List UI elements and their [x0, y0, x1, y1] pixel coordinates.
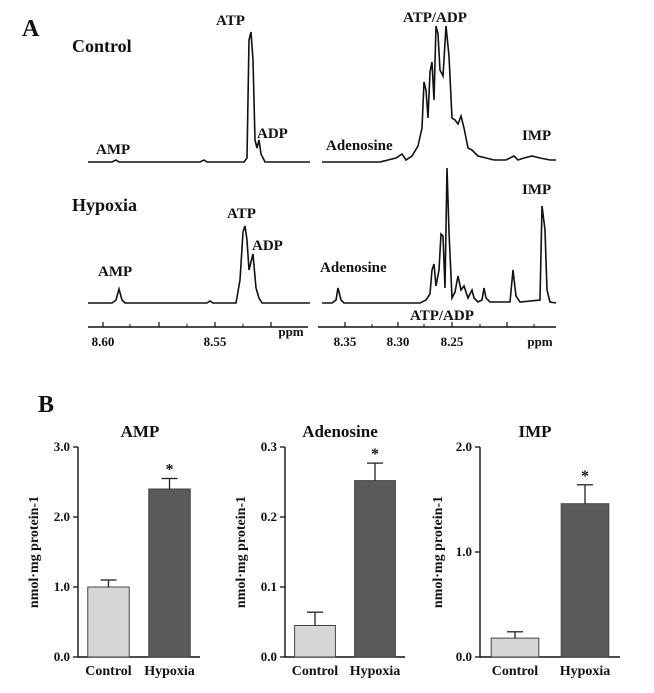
bar — [490, 637, 540, 658]
panel-a-letter: A — [22, 16, 40, 42]
hypoxia-atp-adp-label: ATP/ADP — [410, 308, 474, 324]
category-label: Control — [85, 664, 132, 679]
left-axis-unit: ppm — [278, 324, 303, 339]
spectrum-axis-right: 8.35 8.30 8.25 ppm — [318, 322, 556, 349]
y-tick-label: 0.0 — [456, 649, 472, 664]
right-axis-unit: ppm — [527, 334, 552, 349]
y-tick-label: 0.3 — [261, 439, 278, 454]
hypoxia-adp-label: ADP — [252, 238, 283, 254]
hypoxia-spectrum-right — [322, 167, 557, 304]
control-adp-label: ADP — [257, 126, 288, 142]
hypoxia-imp-label: IMP — [522, 182, 551, 198]
category-label: Hypoxia — [560, 664, 611, 679]
control-spectrum-left — [88, 31, 310, 163]
bar-chart-3: IMP nmol·mg protein-1 0.0 1.0 2.0 Control * Hyp… — [431, 422, 620, 679]
y-tick-label: 3.0 — [54, 439, 70, 454]
chart-title: IMP — [518, 422, 551, 441]
bar — [294, 625, 336, 658]
bar-chart-1: AMP nmol·mg protein-1 0.0 1.0 2.0 3.0 Control *… — [27, 422, 200, 679]
y-tick-label: 2.0 — [54, 509, 70, 524]
chart-title: AMP — [121, 422, 160, 441]
left-axis-tick: 8.55 — [204, 334, 227, 349]
category-label: Control — [492, 664, 539, 679]
control-adenosine-label: Adenosine — [326, 138, 393, 154]
right-axis-tick: 8.35 — [334, 334, 357, 349]
right-axis-tick: 8.30 — [387, 334, 410, 349]
bar-charts: AMP nmol·mg protein-1 0.0 1.0 2.0 3.0 Control *… — [27, 422, 620, 679]
y-tick-label: 0.0 — [261, 649, 277, 664]
category-label: Hypoxia — [350, 664, 401, 679]
significance-marker: * — [166, 462, 174, 479]
y-tick-label: 0.0 — [54, 649, 70, 664]
bar — [354, 480, 396, 658]
y-tick-label: 0.2 — [261, 509, 277, 524]
hypoxia-label: Hypoxia — [72, 195, 137, 215]
y-tick-label: 1.0 — [54, 579, 70, 594]
panel-b-letter: B — [38, 392, 54, 418]
chart-title: Adenosine — [302, 422, 378, 441]
spectrum-axis-left: 8.60 8.55 ppm — [88, 322, 308, 349]
y-tick-label: 0.1 — [261, 579, 277, 594]
bar — [560, 503, 610, 658]
hypoxia-atp-label: ATP — [227, 206, 256, 222]
bar — [87, 586, 130, 658]
control-atp-label: ATP — [216, 13, 245, 29]
bar-chart-2: Adenosine nmol·mg protein-1 0.0 0.1 0.2 0.3 Co… — [234, 422, 405, 679]
control-amp-label: AMP — [96, 142, 130, 158]
control-atp-adp-label: ATP/ADP — [403, 10, 467, 26]
control-label: Control — [72, 36, 132, 56]
significance-marker: * — [371, 446, 379, 463]
y-tick-label: 1.0 — [456, 544, 472, 559]
hypoxia-adenosine-label: Adenosine — [320, 260, 387, 276]
y-axis-label: nmol·mg protein-1 — [27, 496, 42, 608]
left-axis-tick: 8.60 — [92, 334, 115, 349]
category-label: Hypoxia — [144, 664, 195, 679]
hypoxia-amp-label: AMP — [98, 264, 132, 280]
hypoxia-spectrum-left — [88, 225, 310, 304]
control-spectrum-right — [322, 25, 556, 163]
right-axis-tick: 8.25 — [441, 334, 464, 349]
significance-marker: * — [581, 468, 589, 485]
bar — [148, 488, 191, 658]
control-imp-label: IMP — [522, 128, 551, 144]
category-label: Control — [292, 664, 339, 679]
y-tick-label: 2.0 — [456, 439, 472, 454]
y-axis-label: nmol·mg protein-1 — [431, 496, 446, 608]
y-axis-label: nmol·mg protein-1 — [234, 496, 249, 608]
